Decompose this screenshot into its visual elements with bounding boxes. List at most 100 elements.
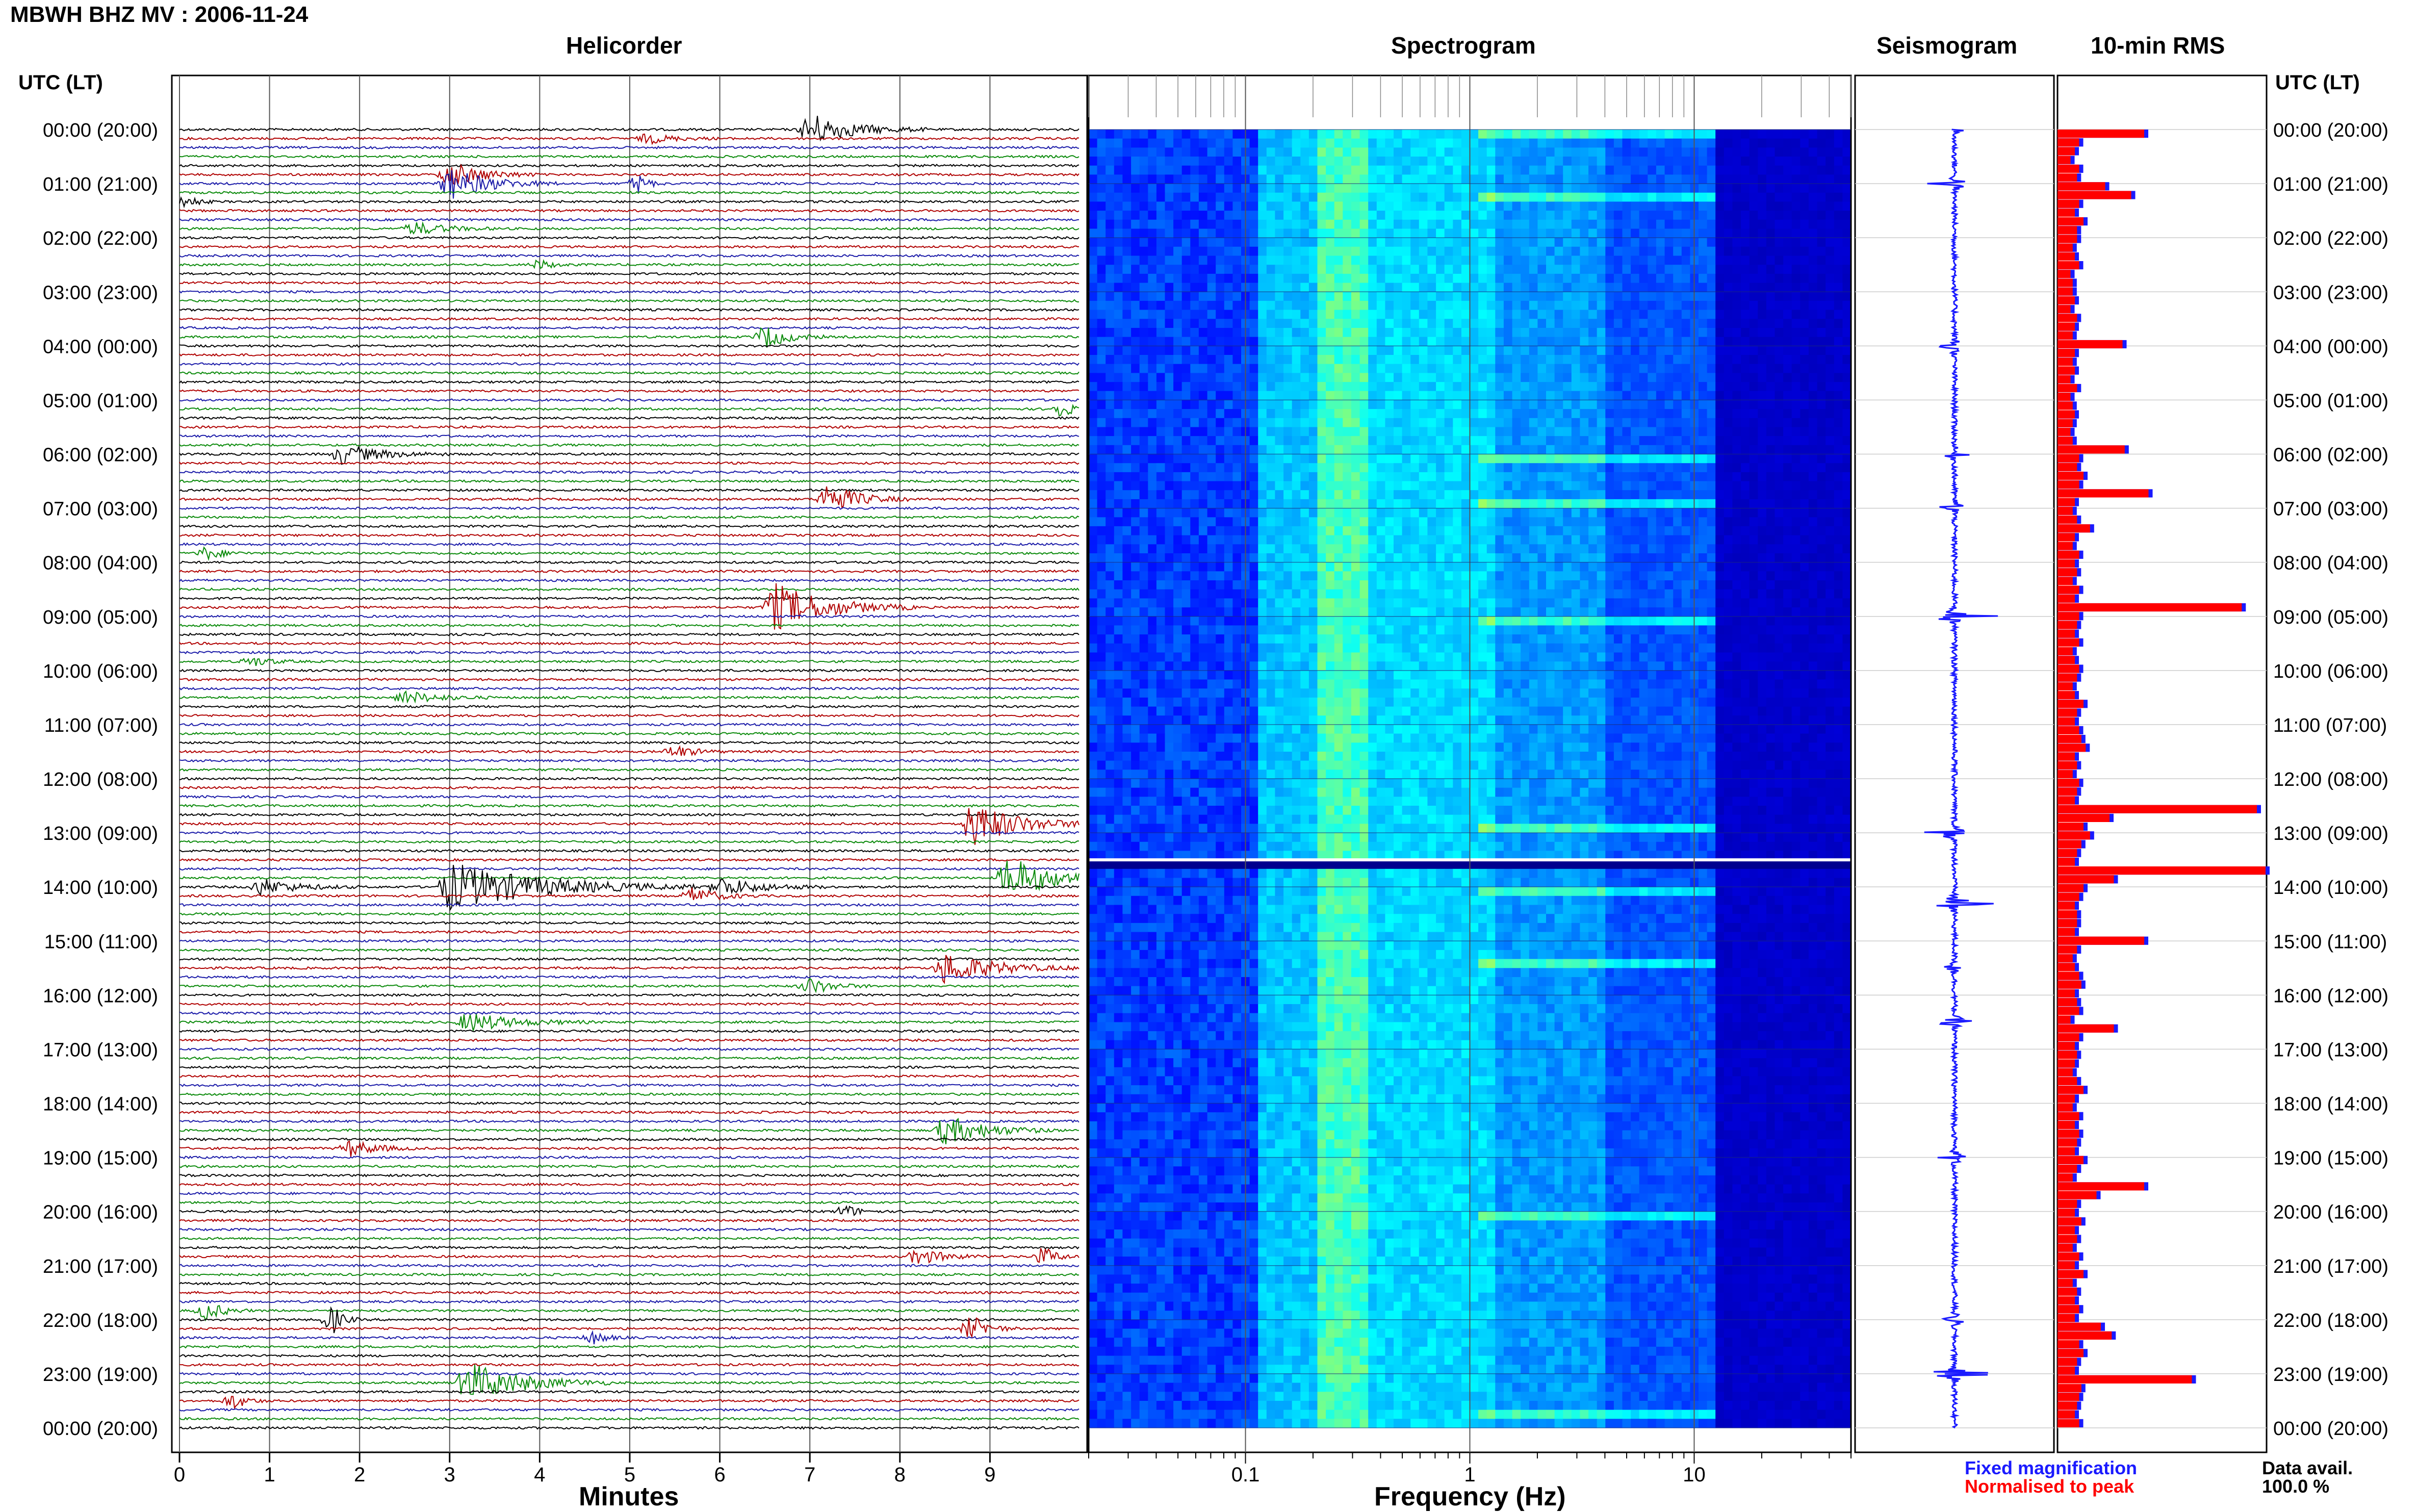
spectrogram-cell	[1275, 436, 1283, 445]
spectrogram-cell	[1182, 580, 1191, 590]
spectrogram-cell	[1842, 147, 1851, 157]
spectrogram-cell	[1105, 472, 1114, 481]
spectrogram-cell	[1614, 292, 1623, 301]
spectrogram-cell	[1114, 562, 1123, 572]
spectrogram-cell	[1216, 409, 1224, 418]
spectrogram-cell	[1800, 265, 1809, 274]
spectrogram-cell	[1682, 201, 1690, 211]
spectrogram-cell	[1334, 526, 1343, 535]
spectrogram-cell	[1402, 157, 1411, 166]
spectrogram-cell	[1453, 174, 1461, 184]
spectrogram-cell	[1817, 391, 1826, 400]
spectrogram-cell	[1351, 400, 1360, 409]
spectrogram-cell	[1105, 454, 1114, 464]
spectrogram-cell	[1521, 355, 1529, 364]
spectrogram-cell	[1563, 256, 1572, 265]
spectrogram-cell	[1732, 229, 1741, 238]
spectrogram-cell	[1741, 391, 1750, 400]
spectrogram-cell	[1182, 283, 1191, 292]
spectrogram-cell	[1114, 418, 1123, 427]
spectrogram-cell	[1495, 238, 1504, 247]
spectrogram-cell	[1419, 283, 1428, 292]
spectrogram-cell	[1360, 319, 1369, 328]
spectrogram-cell	[1656, 436, 1665, 445]
spectrogram-cell	[1343, 184, 1351, 193]
spectrogram-cell	[1190, 490, 1199, 499]
spectrogram-cell	[1385, 481, 1394, 491]
spectrogram-cell	[1122, 319, 1131, 328]
spectrogram-cell	[1495, 454, 1504, 464]
spectrogram-cell	[1410, 472, 1419, 481]
spectrogram-cell	[1292, 535, 1301, 545]
spectrogram-cell	[1461, 553, 1470, 562]
spectrogram-cell	[1326, 571, 1334, 580]
spectrogram-cell	[1114, 265, 1123, 274]
spectrogram-cell	[1800, 580, 1809, 590]
spectrogram-cell	[1224, 174, 1233, 184]
spectrogram-cell	[1394, 238, 1402, 247]
spectrogram-cell	[1800, 346, 1809, 355]
spectrogram-cell	[1623, 157, 1631, 166]
spectrogram-cell	[1309, 247, 1318, 256]
spectrogram-cell	[1580, 229, 1588, 238]
spectrogram-cell	[1648, 562, 1656, 572]
spectrogram-cell	[1334, 310, 1343, 319]
spectrogram-cell	[1732, 526, 1741, 535]
spectrogram-cell	[1631, 139, 1639, 148]
spectrogram-cell	[1478, 220, 1487, 229]
spectrogram-cell	[1495, 418, 1504, 427]
spectrogram-cell	[1809, 580, 1817, 590]
spectrogram-cell	[1131, 256, 1140, 265]
spectrogram-cell	[1190, 590, 1199, 599]
spectrogram-cell	[1487, 571, 1496, 580]
spectrogram-cell	[1521, 373, 1529, 382]
spectrogram-cell	[1250, 436, 1258, 445]
spectrogram-cell	[1588, 400, 1597, 409]
spectrogram-cell	[1682, 229, 1690, 238]
spectrogram-cell	[1623, 174, 1631, 184]
spectrogram-cell	[1114, 184, 1123, 193]
spectrogram-cell	[1563, 193, 1572, 202]
spectrogram-cell	[1512, 229, 1521, 238]
spectrogram-cell	[1309, 454, 1318, 464]
spectrogram-cell	[1614, 364, 1623, 373]
spectrogram-cell	[1750, 418, 1758, 427]
spectrogram-cell	[1825, 517, 1834, 526]
spectrogram-cell	[1842, 301, 1851, 310]
spectrogram-cell	[1309, 517, 1318, 526]
spectrogram-cell	[1156, 328, 1165, 337]
spectrogram-cell	[1232, 598, 1241, 607]
spectrogram-cell	[1190, 481, 1199, 491]
spectrogram-cell	[1394, 580, 1402, 590]
spectrogram-cell	[1377, 283, 1385, 292]
spectrogram-cell	[1546, 310, 1555, 319]
spectrogram-cell	[1292, 400, 1301, 409]
spectrogram-cell	[1580, 292, 1588, 301]
spectrogram-cell	[1097, 256, 1106, 265]
spectrogram-cell	[1190, 562, 1199, 572]
spectrogram-cell	[1758, 490, 1766, 499]
spectrogram-cell	[1842, 382, 1851, 391]
spectrogram-cell	[1478, 580, 1487, 590]
spectrogram-cell	[1427, 580, 1436, 590]
spectrogram-cell	[1504, 571, 1512, 580]
spectrogram-cell	[1648, 166, 1656, 175]
spectrogram-cell	[1267, 418, 1275, 427]
spectrogram-cell	[1842, 184, 1851, 193]
spectrogram-cell	[1775, 472, 1784, 481]
spectrogram-cell	[1114, 256, 1123, 265]
spectrogram-cell	[1487, 436, 1496, 445]
spectrogram-cell	[1182, 508, 1191, 518]
spectrogram-cell	[1216, 265, 1224, 274]
spectrogram-cell	[1631, 229, 1639, 238]
spectrogram-cell	[1461, 499, 1470, 508]
spectrogram-cell	[1605, 184, 1614, 193]
spectrogram-cell	[1182, 337, 1191, 346]
spectrogram-cell	[1639, 409, 1648, 418]
spectrogram-cell	[1699, 229, 1707, 238]
spectrogram-cell	[1140, 274, 1148, 283]
spectrogram-cell	[1639, 174, 1648, 184]
spectrogram-cell	[1758, 355, 1766, 364]
spectrogram-cell	[1792, 292, 1801, 301]
spectrogram-cell	[1470, 247, 1479, 256]
